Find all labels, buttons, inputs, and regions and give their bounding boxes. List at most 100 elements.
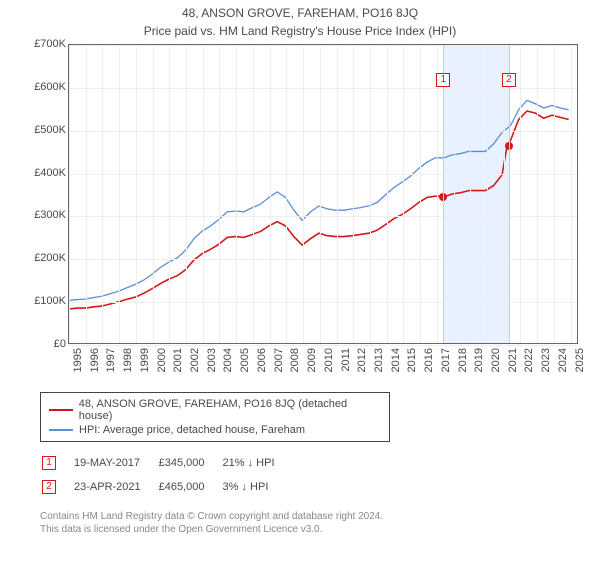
x-tick-label: 2015 [406, 348, 418, 372]
transaction-vline [443, 45, 444, 343]
x-tick-label: 2021 [507, 348, 519, 372]
x-tick-label: 2010 [323, 348, 335, 372]
gridline-h [69, 216, 577, 217]
footer-attribution: Contains HM Land Registry data © Crown c… [40, 510, 600, 536]
footer-line-2: This data is licensed under the Open Gov… [40, 523, 600, 536]
x-tick-label: 1999 [139, 348, 151, 372]
y-tick-label: £500K [22, 124, 66, 136]
gridline-v [403, 45, 404, 343]
transaction-vs-hpi: 3% ↓ HPI [223, 476, 291, 498]
x-tick-label: 1995 [72, 348, 84, 372]
gridline-v [86, 45, 87, 343]
y-tick-label: £0 [22, 338, 66, 350]
transaction-vs-hpi: 21% ↓ HPI [223, 452, 291, 474]
gridline-v [286, 45, 287, 343]
transaction-marker-label: 1 [436, 73, 450, 87]
gridline-h [69, 345, 577, 346]
transaction-marker-label: 2 [502, 73, 516, 87]
gridline-v [69, 45, 70, 343]
gridline-v [571, 45, 572, 343]
transaction-price: £465,000 [159, 476, 221, 498]
gridline-h [69, 302, 577, 303]
x-tick-label: 2017 [440, 348, 452, 372]
transaction-date: 19-MAY-2017 [74, 452, 157, 474]
legend-row: 48, ANSON GROVE, FAREHAM, PO16 8JQ (deta… [49, 397, 381, 423]
x-tick-label: 2018 [457, 348, 469, 372]
transaction-row: 2 23-APR-2021£465,0003% ↓ HPI [42, 476, 291, 498]
x-tick-label: 1998 [122, 348, 134, 372]
gridline-v [136, 45, 137, 343]
gridline-v [219, 45, 220, 343]
gridline-v [370, 45, 371, 343]
gridline-h [69, 88, 577, 89]
x-tick-label: 2023 [540, 348, 552, 372]
x-tick-label: 2022 [523, 348, 535, 372]
x-tick-label: 2004 [222, 348, 234, 372]
gridline-v [420, 45, 421, 343]
chart-title: 48, ANSON GROVE, FAREHAM, PO16 8JQ [0, 6, 600, 20]
x-tick-label: 2002 [189, 348, 201, 372]
gridline-v [487, 45, 488, 343]
x-tick-label: 2019 [473, 348, 485, 372]
gridline-v [303, 45, 304, 343]
gridline-v [520, 45, 521, 343]
transaction-row: 1 19-MAY-2017£345,00021% ↓ HPI [42, 452, 291, 474]
gridline-v [454, 45, 455, 343]
x-tick-label: 2014 [390, 348, 402, 372]
gridline-h [69, 45, 577, 46]
gridline-h [69, 174, 577, 175]
legend-swatch [49, 409, 73, 411]
gridline-v [504, 45, 505, 343]
footer-line-1: Contains HM Land Registry data © Crown c… [40, 510, 600, 523]
transaction-vline [509, 45, 510, 343]
x-tick-label: 2025 [574, 348, 586, 372]
plot-area: 12 [68, 44, 578, 344]
gridline-v [236, 45, 237, 343]
gridline-h [69, 131, 577, 132]
y-tick-label: £100K [22, 295, 66, 307]
legend-label: HPI: Average price, detached house, Fare… [79, 424, 305, 436]
x-tick-label: 2016 [423, 348, 435, 372]
y-tick-label: £200K [22, 252, 66, 264]
x-tick-label: 2006 [256, 348, 268, 372]
chart-area: 12 £0£100K£200K£300K£400K£500K£600K£700K… [20, 44, 590, 384]
gridline-v [253, 45, 254, 343]
x-tick-label: 2011 [340, 348, 352, 372]
gridline-v [337, 45, 338, 343]
x-tick-label: 2024 [557, 348, 569, 372]
legend-label: 48, ANSON GROVE, FAREHAM, PO16 8JQ (deta… [79, 398, 381, 422]
chart-subtitle: Price paid vs. HM Land Registry's House … [0, 24, 600, 38]
gridline-v [470, 45, 471, 343]
x-tick-label: 2001 [172, 348, 184, 372]
y-tick-label: £300K [22, 209, 66, 221]
gridline-v [387, 45, 388, 343]
line-layer [69, 45, 577, 343]
legend-swatch [49, 429, 73, 431]
gridline-v [320, 45, 321, 343]
gridline-v [102, 45, 103, 343]
x-tick-label: 2013 [373, 348, 385, 372]
y-tick-label: £400K [22, 167, 66, 179]
x-tick-label: 2020 [490, 348, 502, 372]
legend-row: HPI: Average price, detached house, Fare… [49, 423, 381, 437]
gridline-v [437, 45, 438, 343]
transaction-index-box: 2 [42, 480, 56, 494]
x-tick-label: 2003 [206, 348, 218, 372]
gridline-v [353, 45, 354, 343]
x-tick-label: 1997 [105, 348, 117, 372]
transactions-table: 1 19-MAY-2017£345,00021% ↓ HPI 2 23-APR-202… [40, 450, 293, 500]
gridline-v [186, 45, 187, 343]
x-tick-label: 2005 [239, 348, 251, 372]
x-tick-label: 2008 [289, 348, 301, 372]
gridline-v [153, 45, 154, 343]
y-tick-label: £700K [22, 38, 66, 50]
transaction-index-box: 1 [42, 456, 56, 470]
gridline-v [169, 45, 170, 343]
x-tick-label: 1996 [89, 348, 101, 372]
transaction-date: 23-APR-2021 [74, 476, 157, 498]
x-tick-label: 2000 [156, 348, 168, 372]
gridline-v [203, 45, 204, 343]
gridline-v [270, 45, 271, 343]
x-tick-label: 2007 [273, 348, 285, 372]
transaction-price: £345,000 [159, 452, 221, 474]
